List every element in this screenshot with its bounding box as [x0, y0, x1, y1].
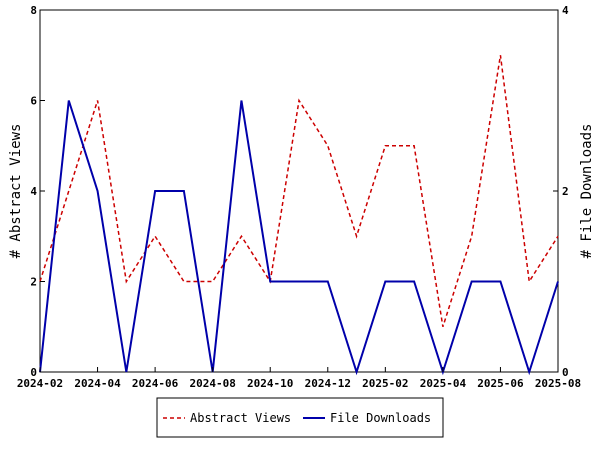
x-tick-label: 2024-04: [74, 377, 121, 390]
x-tick-label: 2024-08: [189, 377, 235, 390]
x-tick-label: 2024-02: [17, 377, 63, 390]
right-y-tick-label: 4: [562, 4, 569, 17]
x-tick-label: 2025-08: [535, 377, 581, 390]
legend-label-file-downloads: File Downloads: [330, 411, 431, 425]
legend: Abstract Views File Downloads: [156, 397, 444, 438]
legend-label-abstract-views: Abstract Views: [190, 411, 291, 425]
right-y-axis-label: # File Downloads: [579, 124, 595, 259]
right-y-tick-label: 0: [562, 366, 569, 379]
x-tick-label: 2024-10: [247, 377, 293, 390]
left-y-tick-label: 4: [30, 185, 37, 198]
series-line-abstract-views: [39, 55, 559, 327]
left-y-tick-label: 0: [30, 366, 37, 379]
left-y-axis-label: # Abstract Views: [8, 124, 24, 259]
left-y-tick-label: 6: [30, 95, 37, 108]
x-tick-label: 2025-04: [420, 377, 467, 390]
plot-area: [39, 9, 559, 376]
left-y-tick-label: 2: [30, 276, 37, 289]
left-y-axis: 0 2 4 6 8: [30, 4, 45, 379]
series-line-file-downloads: [39, 100, 559, 376]
left-y-tick-label: 8: [30, 4, 37, 17]
x-tick-label: 2025-02: [362, 377, 408, 390]
x-tick-label: 2025-06: [477, 377, 524, 390]
x-tick-label: 2024-06: [132, 377, 179, 390]
right-y-tick-label: 2: [562, 185, 569, 198]
x-tick-label: 2024-12: [305, 377, 351, 390]
right-y-axis: 0 2 4: [553, 4, 569, 379]
x-axis: 2024-02 2024-04 2024-06 2024-08 2024-10 2024-…: [17, 367, 581, 390]
legend-box: [156, 397, 444, 438]
